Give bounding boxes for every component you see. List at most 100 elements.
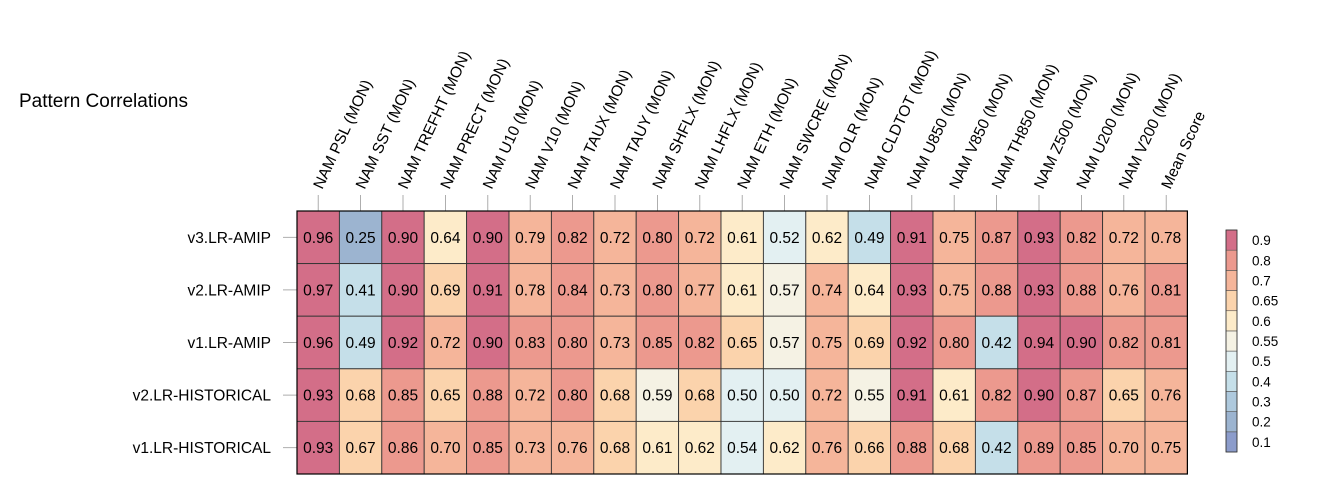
heatmap-cell bbox=[423, 420, 468, 475]
heatmap-cell bbox=[508, 263, 552, 317]
heatmap-cell bbox=[720, 368, 764, 422]
heatmap-cell bbox=[762, 263, 807, 317]
cell-value-label: 0.62 bbox=[770, 440, 800, 457]
cell-value-label: 0.76 bbox=[558, 440, 588, 457]
colorbar-label: 0.5 bbox=[1252, 354, 1271, 369]
cell-value-label: 0.65 bbox=[1109, 388, 1139, 405]
colorbar-legend: 0.1 0.2 0.3 0.4 0.5 0.55 0.6 0.65 0.7 0.8 0.9 bbox=[1225, 229, 1278, 453]
cell-value-label: 0.78 bbox=[1151, 230, 1181, 247]
colorbar-segment bbox=[1225, 290, 1238, 312]
column-label: Mean Score bbox=[1158, 109, 1209, 192]
cell-value-label: 0.73 bbox=[515, 440, 545, 457]
heatmap-cell bbox=[508, 420, 552, 475]
cell-value-label: 0.81 bbox=[1151, 282, 1181, 299]
colorbar-segment bbox=[1225, 330, 1238, 352]
heatmap-cell bbox=[466, 420, 510, 475]
heatmap-cell bbox=[466, 210, 510, 265]
heatmap-cell bbox=[1144, 368, 1188, 422]
cell-value-label: 0.82 bbox=[1109, 335, 1139, 352]
heatmap-cell bbox=[593, 368, 637, 422]
colorbar-segment bbox=[1225, 229, 1238, 251]
cell-value-label: 0.73 bbox=[600, 282, 630, 299]
cell-value-label: 0.80 bbox=[939, 335, 970, 352]
cell-value-label: 0.66 bbox=[854, 440, 884, 457]
cell-value-label: 0.54 bbox=[727, 440, 758, 457]
cell-value-label: 0.78 bbox=[515, 282, 545, 299]
cell-value-label: 0.81 bbox=[1151, 335, 1181, 352]
cell-value-label: 0.57 bbox=[770, 335, 800, 352]
cell-value-label: 0.91 bbox=[473, 282, 503, 299]
cell-value-label: 0.49 bbox=[346, 335, 376, 352]
cell-value-label: 0.80 bbox=[642, 282, 673, 299]
cell-value-label: 0.90 bbox=[473, 335, 504, 352]
heatmap-cell bbox=[635, 420, 680, 475]
cell-value-label: 0.75 bbox=[1151, 440, 1181, 457]
heatmap-cell bbox=[635, 210, 680, 265]
heatmap-cell bbox=[381, 420, 425, 475]
heatmap-cell bbox=[423, 368, 468, 422]
cell-value-label: 0.91 bbox=[897, 230, 927, 247]
cell-value-label: 0.87 bbox=[982, 230, 1012, 247]
row-labels: v3.LR-AMIP v2.LR-AMIP v1.LR-AMIP v2.LR-HIST… bbox=[133, 230, 297, 457]
heatmap-cell bbox=[678, 368, 722, 422]
heatmap-cell bbox=[466, 263, 510, 317]
chart-title: Pattern Correlations bbox=[19, 91, 188, 112]
cell-value-label: 0.90 bbox=[1066, 335, 1097, 352]
cell-value-label: 0.93 bbox=[1024, 282, 1054, 299]
cell-value-label: 0.80 bbox=[642, 230, 673, 247]
cell-value-label: 0.72 bbox=[1109, 230, 1139, 247]
heatmap-cell bbox=[890, 210, 934, 265]
cell-value-label: 0.72 bbox=[685, 230, 715, 247]
heatmap-cell bbox=[296, 210, 340, 265]
cell-value-label: 0.57 bbox=[770, 282, 800, 299]
heatmap-cell bbox=[635, 263, 680, 317]
colorbar-segment bbox=[1225, 391, 1238, 412]
cell-value-label: 0.76 bbox=[1109, 282, 1139, 299]
cell-value-label: 0.52 bbox=[770, 230, 800, 247]
heatmap-cell bbox=[932, 315, 976, 370]
cell-value-label: 0.75 bbox=[939, 282, 969, 299]
heatmap-cell bbox=[338, 210, 383, 265]
colorbar-segment bbox=[1225, 370, 1238, 392]
heatmap-cell bbox=[1017, 420, 1061, 475]
cell-value-label: 0.41 bbox=[346, 282, 376, 299]
heatmap-cell bbox=[932, 210, 976, 265]
heatmap-cell bbox=[974, 315, 1019, 370]
cell-value-label: 0.89 bbox=[1024, 440, 1054, 457]
colorbar-label: 0.9 bbox=[1252, 233, 1271, 248]
cell-value-label: 0.87 bbox=[1066, 388, 1096, 405]
row-label: v2.LR-AMIP bbox=[187, 282, 271, 299]
heatmap-cell bbox=[296, 368, 340, 422]
cell-value-label: 0.85 bbox=[388, 388, 418, 405]
cell-value-label: 0.75 bbox=[939, 230, 969, 247]
cell-value-label: 0.85 bbox=[473, 440, 503, 457]
colorbar-label: 0.65 bbox=[1252, 294, 1278, 309]
row-label: v2.LR-HISTORICAL bbox=[133, 388, 272, 405]
cell-value-label: 0.67 bbox=[346, 440, 376, 457]
colorbar-label: 0.1 bbox=[1252, 435, 1271, 450]
heatmap-cell bbox=[381, 368, 425, 422]
cell-value-label: 0.42 bbox=[982, 335, 1012, 352]
heatmap-cell bbox=[720, 315, 764, 370]
heatmap-cell bbox=[932, 368, 976, 422]
cell-value-label: 0.76 bbox=[812, 440, 842, 457]
heatmap-cell bbox=[847, 315, 892, 370]
heatmap-cell bbox=[593, 420, 637, 475]
heatmap-cell bbox=[593, 210, 637, 265]
cell-value-label: 0.68 bbox=[346, 388, 376, 405]
cell-value-label: 0.62 bbox=[685, 440, 715, 457]
cell-value-label: 0.90 bbox=[388, 230, 419, 247]
cell-value-label: 0.88 bbox=[982, 282, 1012, 299]
cell-value-label: 0.91 bbox=[897, 388, 927, 405]
cell-value-label: 0.88 bbox=[473, 388, 503, 405]
cell-value-label: 0.69 bbox=[430, 282, 460, 299]
colorbar-label: 0.8 bbox=[1252, 253, 1271, 268]
colorbar-segment bbox=[1225, 411, 1238, 433]
heatmap-cell bbox=[423, 263, 468, 317]
cell-value-label: 0.49 bbox=[854, 230, 884, 247]
cell-value-label: 0.50 bbox=[770, 388, 801, 405]
heatmap-cell bbox=[1059, 263, 1104, 317]
cell-value-label: 0.68 bbox=[939, 440, 969, 457]
cell-value-label: 0.88 bbox=[1066, 282, 1096, 299]
colorbar-label: 0.2 bbox=[1252, 415, 1271, 430]
